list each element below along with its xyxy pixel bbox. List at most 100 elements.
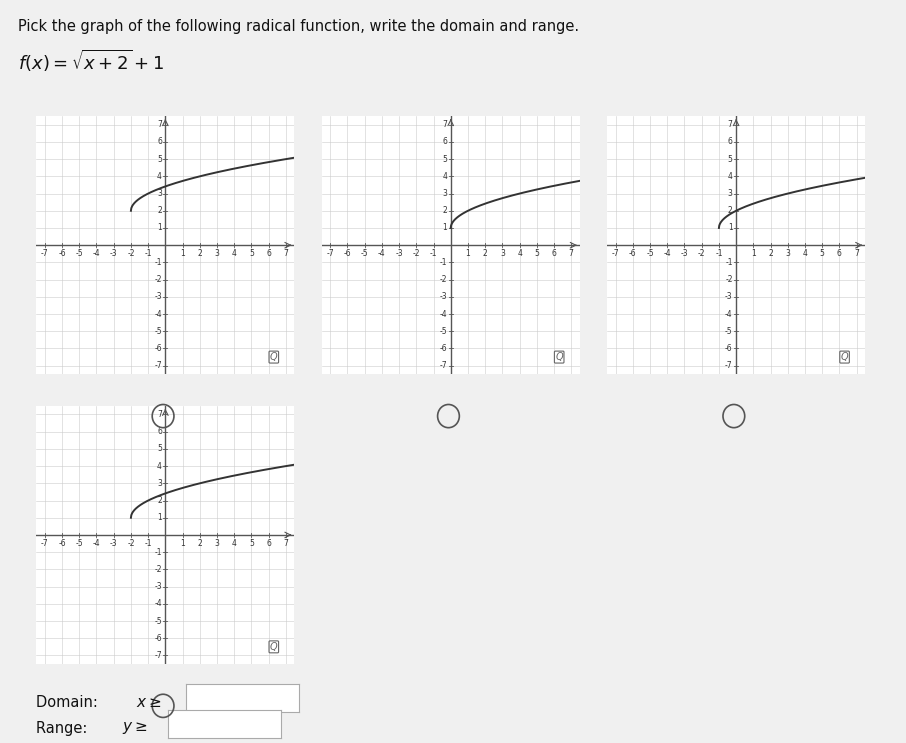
Text: 4: 4	[728, 172, 733, 181]
Text: 4: 4	[517, 250, 522, 259]
Text: 4: 4	[157, 461, 162, 470]
Text: 6: 6	[266, 250, 271, 259]
Text: 1: 1	[466, 250, 470, 259]
Text: Q: Q	[270, 642, 277, 652]
Text: -6: -6	[439, 344, 448, 353]
Text: -1: -1	[144, 539, 152, 548]
Text: -1: -1	[725, 258, 733, 267]
Text: -1: -1	[154, 548, 162, 557]
Text: 3: 3	[500, 250, 505, 259]
Text: -7: -7	[326, 250, 334, 259]
Text: 1: 1	[180, 250, 185, 259]
Text: -4: -4	[439, 310, 448, 319]
Text: -2: -2	[725, 275, 733, 284]
Text: 3: 3	[215, 539, 219, 548]
Text: Pick the graph of the following radical function, write the domain and range.: Pick the graph of the following radical …	[18, 19, 579, 33]
Text: -2: -2	[127, 250, 135, 259]
Text: 5: 5	[728, 155, 733, 163]
Text: 2: 2	[483, 250, 487, 259]
Text: 2: 2	[728, 207, 733, 215]
Text: -3: -3	[725, 292, 733, 302]
Text: $y \geq$: $y \geq$	[122, 720, 148, 736]
Text: -2: -2	[698, 250, 706, 259]
Text: 4: 4	[232, 539, 236, 548]
Text: 6: 6	[157, 427, 162, 436]
Text: 5: 5	[249, 250, 254, 259]
Text: 5: 5	[157, 155, 162, 163]
Text: -5: -5	[75, 250, 83, 259]
Text: -6: -6	[154, 634, 162, 643]
Text: 7: 7	[284, 539, 288, 548]
Text: -1: -1	[715, 250, 723, 259]
Text: -4: -4	[663, 250, 671, 259]
Text: 2: 2	[157, 207, 162, 215]
Text: Q: Q	[270, 352, 277, 362]
Text: Domain:: Domain:	[36, 695, 102, 710]
Text: 2: 2	[442, 207, 448, 215]
Text: -6: -6	[154, 344, 162, 353]
Text: Q: Q	[555, 352, 563, 362]
Text: -3: -3	[439, 292, 448, 302]
Text: 7: 7	[728, 120, 733, 129]
Text: -5: -5	[439, 327, 448, 336]
Text: 5: 5	[535, 250, 539, 259]
Text: -5: -5	[361, 250, 369, 259]
Text: 5: 5	[820, 250, 824, 259]
Text: -6: -6	[725, 344, 733, 353]
Text: $x \geq$: $x \geq$	[136, 695, 161, 710]
Text: 7: 7	[569, 250, 573, 259]
Text: -3: -3	[110, 250, 118, 259]
Text: 4: 4	[232, 250, 236, 259]
Text: -7: -7	[154, 361, 162, 370]
Text: 2: 2	[768, 250, 773, 259]
Text: -7: -7	[41, 539, 49, 548]
Text: 1: 1	[157, 513, 162, 522]
Text: -3: -3	[154, 582, 162, 591]
Text: 7: 7	[284, 250, 288, 259]
Text: 1: 1	[157, 224, 162, 233]
Text: Range:: Range:	[36, 721, 92, 736]
Text: -1: -1	[144, 250, 152, 259]
Text: -3: -3	[110, 539, 118, 548]
Text: -4: -4	[154, 600, 162, 609]
Text: -1: -1	[439, 258, 448, 267]
Text: -4: -4	[92, 539, 101, 548]
Text: 6: 6	[837, 250, 842, 259]
Text: 1: 1	[751, 250, 756, 259]
Text: -5: -5	[75, 539, 83, 548]
Text: -7: -7	[725, 361, 733, 370]
Text: 6: 6	[442, 137, 448, 146]
Text: -5: -5	[725, 327, 733, 336]
Text: -6: -6	[58, 250, 66, 259]
Text: 7: 7	[157, 120, 162, 129]
Text: -7: -7	[41, 250, 49, 259]
Text: 7: 7	[442, 120, 448, 129]
Text: -7: -7	[439, 361, 448, 370]
Text: -6: -6	[629, 250, 637, 259]
Text: -2: -2	[412, 250, 420, 259]
Text: -4: -4	[378, 250, 386, 259]
Text: -7: -7	[612, 250, 620, 259]
Text: 4: 4	[157, 172, 162, 181]
Text: -1: -1	[154, 258, 162, 267]
Text: 6: 6	[266, 539, 271, 548]
Text: 4: 4	[442, 172, 448, 181]
Text: -1: -1	[429, 250, 438, 259]
Text: 6: 6	[157, 137, 162, 146]
Text: $f(x) = \sqrt{x+2}+1$: $f(x) = \sqrt{x+2}+1$	[18, 48, 164, 74]
Text: 6: 6	[552, 250, 556, 259]
Text: -4: -4	[92, 250, 101, 259]
Text: 3: 3	[157, 189, 162, 198]
Text: -3: -3	[680, 250, 689, 259]
Text: -6: -6	[58, 539, 66, 548]
Text: 5: 5	[442, 155, 448, 163]
Text: 3: 3	[786, 250, 790, 259]
Text: -2: -2	[154, 275, 162, 284]
Text: 1: 1	[442, 224, 448, 233]
Text: 5: 5	[249, 539, 254, 548]
Text: -4: -4	[725, 310, 733, 319]
Text: -5: -5	[154, 617, 162, 626]
Text: -6: -6	[343, 250, 352, 259]
Text: -2: -2	[154, 565, 162, 574]
Text: 7: 7	[854, 250, 859, 259]
